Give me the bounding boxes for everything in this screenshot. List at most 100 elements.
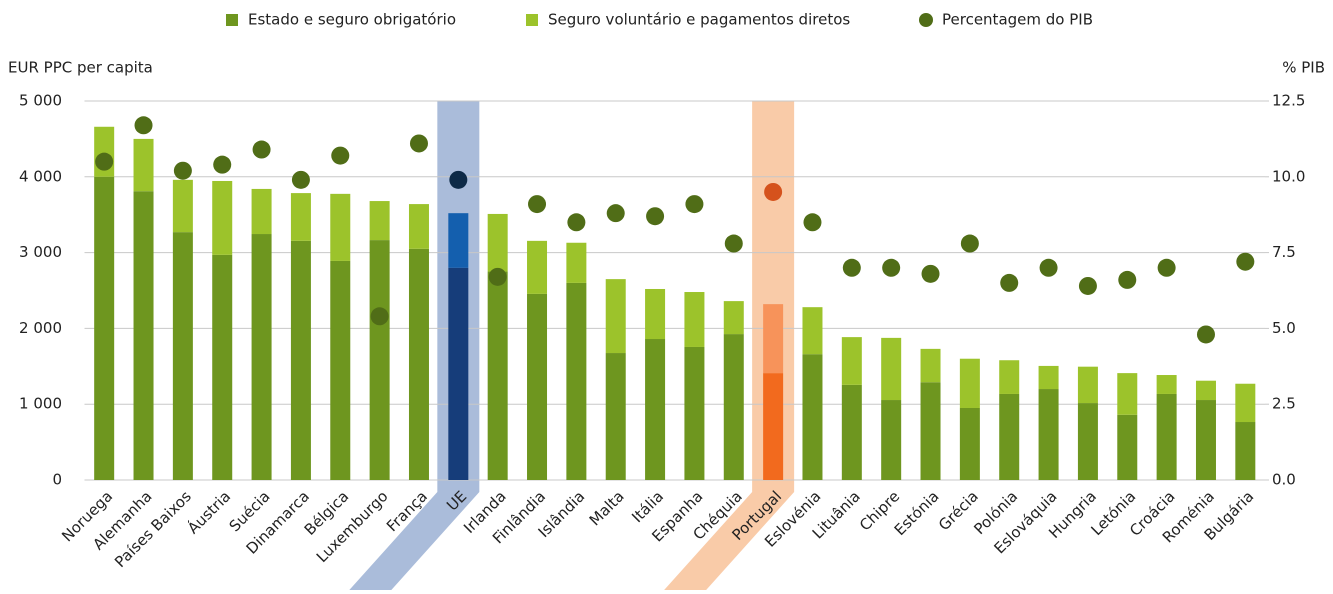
- bar-segment: [1235, 383, 1256, 423]
- y-tick-label: 1 000: [19, 395, 62, 413]
- gdp-dot: [1157, 258, 1176, 277]
- bar-segment: [448, 267, 469, 480]
- gdp-dot: [567, 213, 586, 232]
- highlight-band: [349, 101, 480, 590]
- y2-tick-label: 10.0: [1272, 167, 1305, 185]
- bar-segment: [802, 307, 823, 355]
- bar-segment: [999, 393, 1020, 480]
- bar-segment: [251, 234, 272, 480]
- bar-segment: [1038, 389, 1059, 480]
- gdp-dot: [291, 170, 310, 189]
- bar-segment: [1195, 380, 1216, 401]
- y-tick-label: 3 000: [19, 243, 62, 261]
- x-tick-label: Áustria: [183, 487, 234, 538]
- gdp-dot: [764, 182, 783, 201]
- legend-marker: [919, 13, 933, 27]
- bar-segment: [999, 360, 1020, 394]
- bar-segment: [290, 193, 311, 241]
- gdp-dot: [134, 116, 153, 135]
- legend-marker: [526, 14, 538, 26]
- y2-tick-label: 7.5: [1272, 243, 1296, 261]
- bar-segment: [1038, 365, 1059, 390]
- bar-segment: [723, 301, 744, 335]
- y2-tick-label: 12.5: [1272, 92, 1305, 110]
- bar-segment: [723, 334, 744, 480]
- bar-segment: [290, 240, 311, 480]
- gdp-dot: [606, 204, 625, 223]
- bar-segment: [763, 304, 784, 374]
- bar-segment: [605, 279, 626, 354]
- gdp-dot: [960, 234, 979, 253]
- y-axis-title: EUR PPC per capita: [8, 59, 153, 77]
- bar-segment: [487, 213, 508, 272]
- gdp-dot: [724, 234, 743, 253]
- bar-segment: [1195, 400, 1216, 480]
- bar-segment: [133, 138, 154, 192]
- gdp-dot: [646, 207, 665, 226]
- bar-segment: [802, 354, 823, 480]
- gdp-dot: [921, 264, 940, 283]
- gdp-dot: [331, 146, 350, 165]
- gdp-dot: [449, 170, 468, 189]
- y-tick-label: 0: [52, 471, 62, 489]
- bar-segment: [369, 201, 390, 241]
- y-tick-label: 5 000: [19, 92, 62, 110]
- bar-segment: [1077, 366, 1098, 404]
- bar-segment: [645, 339, 666, 480]
- bar-segment: [172, 232, 193, 480]
- bar-segment: [408, 248, 429, 480]
- gdp-dot: [1236, 252, 1255, 271]
- highlight-band: [664, 101, 795, 590]
- gdp-dot: [1078, 276, 1097, 295]
- gdp-dot: [370, 307, 389, 326]
- bar-segment: [566, 242, 587, 283]
- gdp-dot: [1000, 273, 1019, 292]
- bar-segment: [369, 240, 390, 480]
- bar-segment: [566, 282, 587, 480]
- bar-segment: [959, 358, 980, 408]
- legend-label: Seguro voluntário e pagamentos diretos: [548, 11, 850, 29]
- gdp-dot: [252, 140, 271, 159]
- bar-segment: [94, 176, 115, 481]
- bar-segment: [684, 346, 705, 480]
- bar-segment: [212, 180, 233, 255]
- gdp-dot: [685, 195, 704, 214]
- bar-segment: [841, 384, 862, 480]
- bar-segment: [841, 337, 862, 385]
- bar-segment: [763, 373, 784, 480]
- bar-segment: [527, 240, 548, 294]
- bar-segment: [920, 382, 941, 480]
- gdp-dot: [488, 267, 507, 286]
- gdp-dot: [1196, 325, 1215, 344]
- bar-segment: [1117, 414, 1138, 480]
- gdp-dot: [409, 134, 428, 153]
- gdp-dot: [803, 213, 822, 232]
- bar-segment: [881, 337, 902, 401]
- y2-tick-label: 5.0: [1272, 319, 1296, 337]
- gdp-dot: [882, 258, 901, 277]
- bar-segment: [172, 179, 193, 233]
- bar-segment: [1156, 375, 1177, 394]
- y2-tick-label: 2.5: [1272, 395, 1296, 413]
- bar-segment: [1077, 403, 1098, 480]
- bar-segment: [251, 188, 272, 235]
- bar-segment: [330, 260, 351, 480]
- gdp-dot: [213, 155, 232, 174]
- y2-tick-label: 0.0: [1272, 471, 1296, 489]
- bar-segment: [408, 204, 429, 249]
- gdp-dot: [173, 161, 192, 180]
- legend-marker: [226, 14, 238, 26]
- bar-segment: [133, 191, 154, 480]
- bar-segment: [1156, 393, 1177, 480]
- y-tick-label: 2 000: [19, 319, 62, 337]
- x-tick-label: Malta: [586, 487, 628, 529]
- bar-segment: [605, 353, 626, 480]
- bar-segment: [330, 193, 351, 261]
- legend-label: Estado e seguro obrigatório: [248, 11, 456, 29]
- y2-axis-title: % PIB: [1282, 59, 1325, 77]
- bar-segment: [684, 292, 705, 347]
- bar-segment: [959, 407, 980, 480]
- gdp-dot: [528, 195, 547, 214]
